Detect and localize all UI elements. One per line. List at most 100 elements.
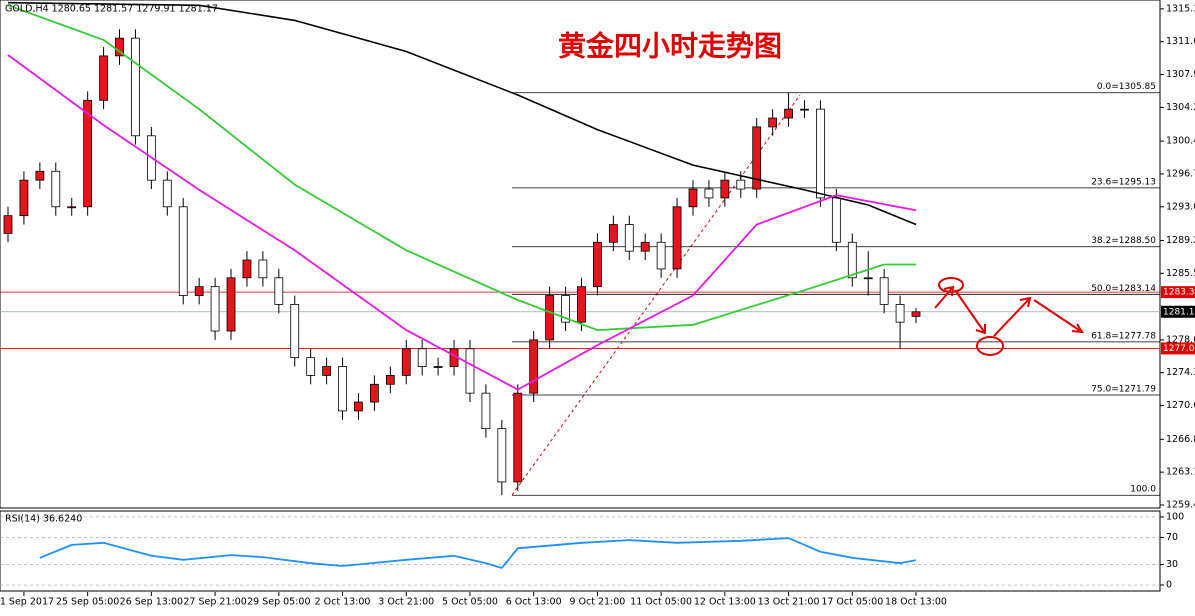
x-tick-label: 6 Oct 13:00 — [506, 597, 562, 608]
candle-body — [624, 224, 634, 252]
y-tick-label: 70 — [1166, 532, 1178, 543]
y-tick-label: 1285.50 — [1166, 268, 1195, 279]
y-tick-label: 1311.60 — [1166, 36, 1195, 47]
indicator-line — [39, 537, 917, 570]
candle-body — [863, 277, 873, 280]
rsi-title: RSI(14) 36.6240 — [5, 514, 82, 525]
y-tick-label: 30 — [1166, 559, 1178, 570]
candle-body — [290, 304, 300, 359]
x-tick-label: 18 Oct 13:00 — [885, 597, 947, 608]
candle-body — [911, 311, 921, 317]
candle-body — [401, 348, 411, 376]
header: GOLD,H4 1280.65 1281.57 1279.91 1281.17 — [5, 4, 218, 15]
fib-label: 50.0=1283.14 — [1091, 284, 1156, 294]
candle-body — [768, 117, 778, 128]
y-tick-label: 100 — [1166, 511, 1184, 522]
x-tick-label: 29 Sep 05:00 — [247, 597, 310, 608]
x-tick-label: 11 Oct 05:00 — [630, 597, 692, 608]
candle-body — [99, 55, 108, 101]
candle-body — [784, 108, 793, 119]
candle-body — [672, 206, 682, 270]
y-tick-label: 1263.10 — [1166, 467, 1195, 478]
rsi-panel — [0, 510, 1161, 592]
x-tick-label: 12 Oct 13:00 — [694, 597, 756, 608]
candle-body — [67, 206, 77, 209]
x-tick-label: 17 Oct 05:00 — [821, 597, 883, 608]
y-tick-label: 1289.20 — [1166, 235, 1195, 246]
candle-body — [831, 197, 841, 243]
x-tick-label: 13 Oct 21:00 — [758, 597, 820, 608]
candle-body — [433, 366, 443, 368]
y-tick-label: 1293.00 — [1166, 201, 1195, 212]
candle-body — [895, 304, 905, 323]
y-tick-label: 1259.40 — [1166, 499, 1195, 510]
x-tick-label: 27 Sep 21:00 — [183, 597, 246, 608]
candle-body — [83, 99, 93, 208]
candle-body — [656, 241, 666, 270]
candle-body — [210, 286, 220, 332]
candle-body — [178, 206, 188, 296]
y-tick-label: 1315.30 — [1166, 3, 1195, 14]
candle-body — [577, 286, 586, 323]
candle-body — [258, 259, 268, 279]
candle-body — [465, 348, 475, 394]
candle-body — [3, 215, 13, 234]
candle-body — [417, 348, 427, 367]
candle-body — [385, 375, 395, 385]
candle-body — [51, 170, 61, 208]
candle-body — [529, 339, 539, 394]
candle-body — [162, 179, 172, 208]
candle-body — [369, 383, 379, 403]
x-tick-label: 5 Oct 05:00 — [442, 597, 498, 608]
price-tag-label: 1283.38 — [1163, 288, 1195, 298]
chart-title: 黄金四小时走势图 — [558, 30, 782, 63]
candle-body — [593, 241, 602, 288]
annotation-arrows — [934, 277, 1084, 356]
candle-body — [720, 179, 730, 199]
y-tick-label: 1266.80 — [1166, 434, 1195, 445]
y-tick-label: 1300.40 — [1166, 136, 1195, 147]
candle-body — [131, 37, 140, 137]
x-tick-label: 26 Sep 13:00 — [120, 597, 183, 608]
x-tick-label: 9 Oct 21:00 — [569, 597, 625, 608]
candle-body — [545, 295, 555, 341]
y-tick-label: 1278.00 — [1166, 334, 1195, 345]
x-tick-label: 25 Sep 05:00 — [56, 597, 119, 608]
fib-label: 23.6=1295.13 — [1091, 177, 1156, 187]
price-tag-label: 1281.17 — [1163, 307, 1195, 317]
fib-trend-line — [511, 94, 801, 496]
y-tick-label: 1270.60 — [1166, 400, 1195, 411]
candle-body — [608, 224, 618, 243]
fib-label: 61.8=1277.78 — [1091, 331, 1156, 341]
candle-body — [322, 366, 332, 376]
y-tick-label: 1307.90 — [1166, 69, 1195, 80]
candle-body — [274, 277, 284, 305]
y-tick-label: 0 — [1166, 580, 1172, 591]
fib-label: 38.2=1288.50 — [1091, 236, 1156, 246]
fib-label: 0.0=1305.85 — [1097, 82, 1156, 92]
candle-body — [752, 126, 762, 190]
candle-body — [115, 37, 124, 57]
indicator-line — [7, 1, 917, 226]
candle-body — [338, 366, 347, 412]
fib-label: 100.0 — [1130, 485, 1156, 495]
x-tick-label: 3 Oct 21:00 — [378, 597, 434, 608]
price-tag — [1161, 342, 1195, 355]
candle-body — [640, 241, 650, 252]
price-tag — [1161, 305, 1195, 318]
price-panel — [0, 0, 1161, 509]
candle-body — [688, 188, 698, 208]
candle-body — [561, 295, 570, 323]
candle-body — [35, 170, 45, 181]
x-tick-label: 21 Sep 2017 — [0, 597, 54, 608]
price-tag — [1161, 286, 1195, 299]
candle-body — [19, 179, 29, 217]
x-tick-label: 2 Oct 13:00 — [315, 597, 371, 608]
candle-body — [879, 277, 889, 305]
candle-body — [194, 286, 204, 296]
candle-body — [513, 392, 523, 483]
y-tick-label: 1304.20 — [1166, 102, 1195, 113]
candle-body — [226, 277, 236, 332]
